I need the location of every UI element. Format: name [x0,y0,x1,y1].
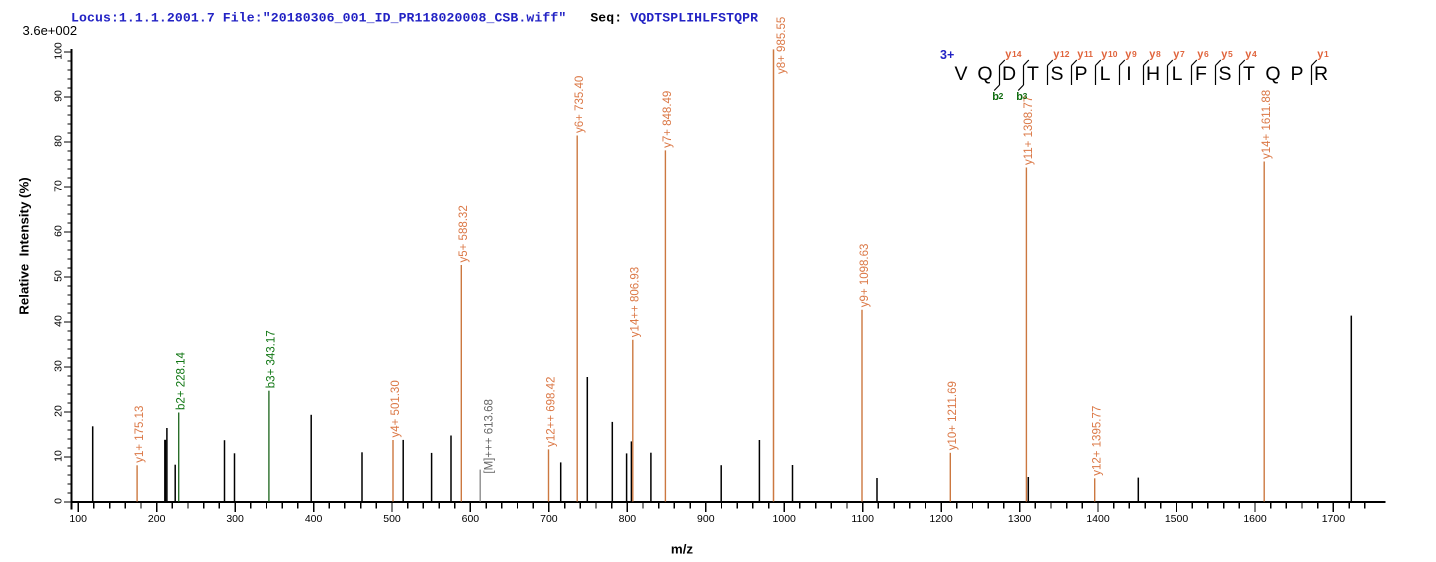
svg-text:11: 11 [1084,49,1093,59]
svg-text:Q: Q [1265,63,1280,85]
svg-text:F: F [1195,63,1207,85]
svg-text:10: 10 [1108,49,1118,59]
svg-text:y: y [1149,49,1156,61]
svg-text:500: 500 [383,513,401,525]
svg-text:T: T [1243,63,1255,85]
svg-text:y: y [1077,49,1084,61]
svg-text:Q: Q [977,63,992,85]
svg-text:b3+ 343.17: b3+ 343.17 [266,330,278,388]
svg-text:5: 5 [1228,49,1233,59]
svg-text:30: 30 [52,360,64,372]
svg-text:y14+ 1611.88: y14+ 1611.88 [1261,90,1273,159]
svg-text:1200: 1200 [929,513,953,525]
svg-text:80: 80 [52,135,64,147]
svg-text:1300: 1300 [1008,513,1032,525]
svg-text:y: y [1053,49,1060,61]
svg-text:7: 7 [1180,49,1185,59]
svg-text:8: 8 [1156,49,1161,59]
svg-text:y1+ 175.13: y1+ 175.13 [134,406,146,463]
svg-text:1000: 1000 [773,513,797,525]
svg-text:70: 70 [52,180,64,192]
svg-text:90: 90 [52,90,64,102]
svg-text:4: 4 [1252,49,1257,59]
svg-text:I: I [1126,63,1131,85]
svg-text:y: y [1221,49,1228,61]
svg-text:L: L [1100,63,1111,85]
svg-text:y8+ 985.55: y8+ 985.55 [776,17,788,74]
svg-text:y: y [1101,49,1108,61]
svg-text:Relative Intensity (%): Relative Intensity (%) [17,177,32,314]
svg-text:y14++ 806.93: y14++ 806.93 [630,267,642,337]
svg-text:400: 400 [305,513,323,525]
svg-text:700: 700 [540,513,558,525]
svg-text:b: b [1016,91,1023,103]
svg-text:T: T [1027,63,1039,85]
svg-text:14: 14 [1012,49,1022,59]
svg-text:100: 100 [69,513,87,525]
svg-text:0: 0 [52,498,64,504]
svg-text:1: 1 [1324,49,1329,59]
svg-text:y7+ 848.49: y7+ 848.49 [662,91,674,148]
svg-text:6: 6 [1204,49,1209,59]
svg-text:S: S [1050,63,1063,85]
svg-text:1400: 1400 [1086,513,1110,525]
svg-text:10: 10 [52,450,64,462]
svg-text:R: R [1314,63,1328,85]
svg-text:y12++ 698.42: y12++ 698.42 [545,377,557,447]
svg-text:y12+ 1395.77: y12+ 1395.77 [1092,406,1104,476]
svg-text:[M]+++ 613.68: [M]+++ 613.68 [484,399,496,474]
svg-text:1500: 1500 [1165,513,1189,525]
svg-text:b: b [992,91,999,103]
svg-text:300: 300 [226,513,244,525]
svg-text:3: 3 [1023,91,1028,101]
svg-text:y: y [1125,49,1132,61]
svg-text:20: 20 [52,405,64,417]
svg-text:y6+ 735.40: y6+ 735.40 [574,76,586,133]
svg-text:2: 2 [999,91,1004,101]
svg-text:1600: 1600 [1243,513,1267,525]
svg-text:Locus:1.1.1.2001.7 File:"20180: Locus:1.1.1.2001.7 File:"20180306_001_ID… [71,11,758,26]
svg-text:b2+ 228.14: b2+ 228.14 [176,352,188,410]
svg-text:D: D [1002,63,1016,85]
svg-text:3.6e+002: 3.6e+002 [23,23,78,38]
svg-text:100: 100 [52,42,64,60]
svg-text:60: 60 [52,225,64,237]
svg-text:y: y [1173,49,1180,61]
svg-text:12: 12 [1060,49,1070,59]
svg-text:800: 800 [619,513,637,525]
svg-text:H: H [1146,63,1160,85]
svg-text:y: y [1245,49,1252,61]
svg-text:1700: 1700 [1322,513,1346,525]
svg-text:40: 40 [52,315,64,327]
svg-text:9: 9 [1132,49,1137,59]
svg-text:3+: 3+ [940,48,954,62]
svg-text:900: 900 [697,513,715,525]
svg-text:y11+ 1308.77: y11+ 1308.77 [1023,96,1035,165]
svg-text:y: y [1005,49,1012,61]
svg-text:y9+ 1098.63: y9+ 1098.63 [859,244,871,308]
svg-text:S: S [1218,63,1231,85]
svg-text:m/z: m/z [671,542,694,557]
svg-text:1100: 1100 [851,513,874,525]
svg-text:200: 200 [148,513,166,525]
svg-text:50: 50 [52,270,64,282]
svg-text:P: P [1290,63,1303,85]
svg-text:y10+ 1211.69: y10+ 1211.69 [947,381,959,450]
svg-text:y4+ 501.30: y4+ 501.30 [390,380,402,437]
svg-text:y: y [1317,49,1324,61]
svg-text:y5+ 588.32: y5+ 588.32 [458,205,470,262]
svg-text:P: P [1074,63,1087,85]
svg-text:y: y [1197,49,1204,61]
svg-text:V: V [954,63,967,85]
svg-text:600: 600 [462,513,480,525]
svg-text:L: L [1172,63,1183,85]
